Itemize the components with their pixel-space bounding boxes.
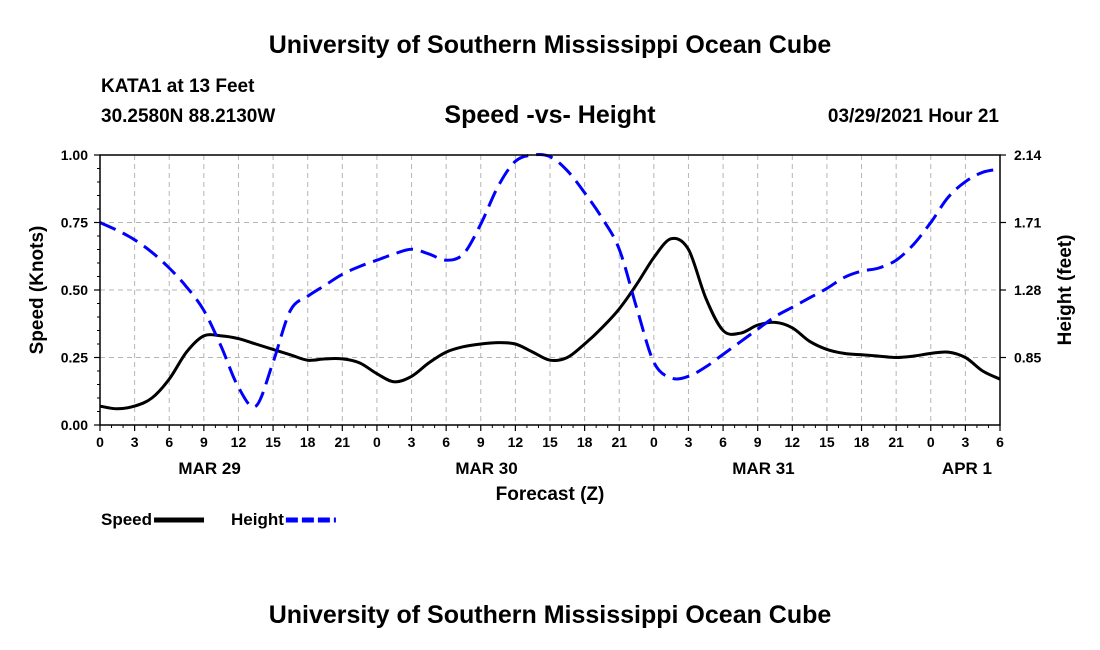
x-tick-label: 21 (888, 434, 904, 450)
x-tick-label: 15 (819, 434, 835, 450)
x-tick-label: 3 (685, 434, 693, 450)
x-date-label: MAR 31 (732, 459, 794, 478)
series-speed-line (99, 236, 1001, 411)
x-tick-label: 21 (611, 434, 627, 450)
series-height-line (99, 152, 1001, 409)
x-tick-label: 21 (335, 434, 351, 450)
x-tick-label: 18 (300, 434, 316, 450)
x-tick-label: 6 (719, 434, 727, 450)
x-tick-label: 18 (577, 434, 593, 450)
y-tick-label-left: 0.75 (61, 215, 88, 231)
footer-title: University of Southern Mississippi Ocean… (268, 601, 832, 629)
x-axis-label: Forecast (Z) (496, 484, 605, 505)
grid (99, 155, 1001, 425)
chart-title: Speed -vs- Height (444, 101, 656, 129)
page-title: University of Southern Mississippi Ocean… (268, 31, 832, 59)
y-tick-label-left: 0.50 (61, 282, 88, 298)
x-tick-label: 12 (508, 434, 524, 450)
series-layer (99, 152, 1001, 411)
x-tick-label: 0 (650, 434, 658, 450)
y-tick-label-right: 1.71 (1014, 215, 1041, 231)
x-tick-label: 6 (442, 434, 450, 450)
x-tick-label: 6 (996, 434, 1004, 450)
x-tick-label: 6 (165, 434, 173, 450)
y-tick-label-right: 1.28 (1014, 282, 1041, 298)
x-tick-label: 12 (231, 434, 247, 450)
x-tick-label: 9 (754, 434, 762, 450)
x-date-label: MAR 29 (178, 459, 240, 478)
y-axis-label-right: Height (feet) (1055, 235, 1076, 346)
x-tick-label: 15 (542, 434, 558, 450)
x-tick-label: 18 (854, 434, 870, 450)
x-tick-label: 0 (927, 434, 935, 450)
y-axis-label-left: Speed (Knots) (27, 226, 48, 355)
x-tick-label: 3 (961, 434, 969, 450)
y-tick-label-left: 1.00 (61, 147, 88, 163)
forecast-datetime: 03/29/2021 Hour 21 (827, 106, 999, 127)
x-tick-label: 0 (373, 434, 381, 450)
station-coords: 30.2580N 88.2130W (101, 106, 276, 127)
axes: 0 3 6 9 12 15 18 21 0 3 6 9 12 15 18 21 0 3 6 9 12 15 18 21 0 3 6 0… (61, 147, 1042, 478)
x-tick-label: 3 (408, 434, 416, 450)
y-tick-label-right: 2.14 (1014, 147, 1041, 163)
station-name: KATA1 at 13 Feet (101, 76, 255, 97)
x-tick-label: 3 (131, 434, 139, 450)
x-tick-label: 15 (265, 434, 281, 450)
y-tick-label-left: 0.25 (61, 350, 88, 366)
x-tick-label: 9 (477, 434, 485, 450)
legend-label-speed: Speed (101, 510, 152, 529)
x-tick-label: 12 (785, 434, 801, 450)
y-tick-label-left: 0.00 (61, 417, 88, 433)
x-date-label: MAR 30 (455, 459, 517, 478)
x-tick-label: 0 (96, 434, 104, 450)
legend-label-height: Height (231, 510, 284, 529)
legend: Speed Height (101, 510, 336, 529)
x-tick-label: 9 (200, 434, 208, 450)
y-tick-label-right: 0.85 (1014, 350, 1041, 366)
x-date-label: APR 1 (942, 459, 992, 478)
